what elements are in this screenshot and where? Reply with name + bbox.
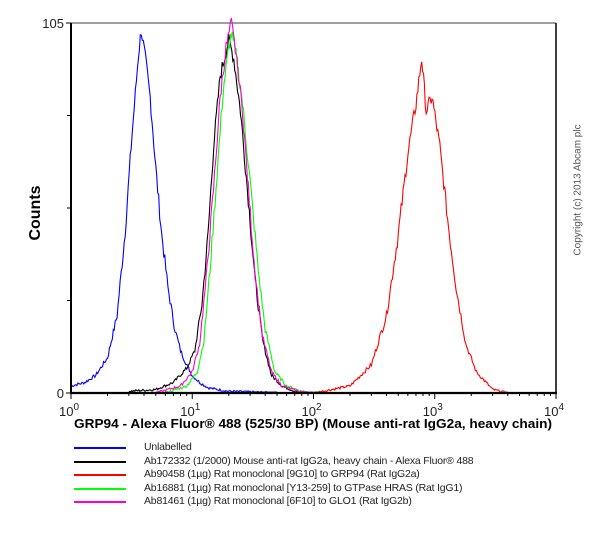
histogram-series [70, 17, 508, 393]
legend-swatch [74, 474, 126, 476]
legend-label: Ab90458 (1µg) Rat monoclonal [9G10] to G… [144, 468, 420, 480]
y-axis-title: Counts [27, 185, 44, 240]
y-tick-label-zero: 0 [57, 386, 64, 401]
legend-swatch [74, 501, 126, 503]
x-tick-label: 104 [544, 402, 564, 419]
x-axis-title: GRP94 - Alexa Fluor® 488 (525/30 BP) (Mo… [74, 417, 552, 431]
y-tick-label-max: 105 [42, 16, 64, 31]
copyright-notice: Copyright (c) 2013 Abcam plc [572, 124, 584, 256]
x-tick-label: 100 [59, 402, 79, 419]
legend-label: Unlabelled [144, 441, 192, 453]
legend-item: Ab81461 (1µg) Rat monoclonal [6F10] to G… [74, 495, 554, 509]
x-tick-label: 101 [180, 402, 200, 419]
series-line [128, 33, 314, 393]
legend-label: Ab172332 (1/2000) Mouse anti-rat IgG2a, … [144, 454, 474, 467]
legend-item: Ab172332 (1/2000) Mouse anti-rat IgG2a, … [74, 455, 554, 469]
axis-ticks [66, 22, 557, 399]
legend-item: Unlabelled [74, 441, 554, 455]
legend: Unlabelled Ab172332 (1/2000) Mouse anti-… [74, 441, 554, 509]
legend-swatch [74, 447, 126, 449]
x-tick-label: 102 [301, 402, 321, 419]
legend-swatch [74, 487, 126, 490]
series-line [313, 61, 508, 393]
legend-item: Ab90458 (1µg) Rat monoclonal [9G10] to G… [74, 468, 554, 482]
series-line [165, 31, 319, 393]
series-line [155, 17, 314, 393]
legend-item: Ab16881 (1µg) Rat monoclonal [Y13-259] t… [74, 482, 554, 496]
x-tick-label: 103 [423, 402, 443, 419]
x-tick-labels: 100 101 102 103 104 [59, 402, 564, 419]
legend-label: Ab16881 (1µg) Rat monoclonal [Y13-259] t… [144, 481, 463, 494]
legend-swatch [74, 460, 126, 463]
legend-label: Ab81461 (1µg) Rat monoclonal [6F10] to G… [144, 495, 412, 507]
series-line [70, 34, 277, 393]
